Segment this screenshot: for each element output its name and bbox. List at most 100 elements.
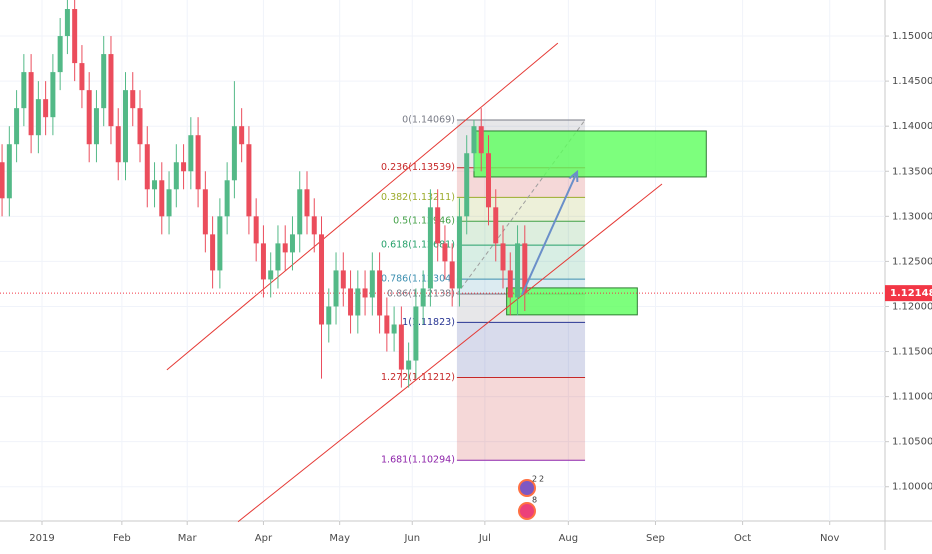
candle-body (43, 99, 49, 118)
y-tick-label: 1.13500 (892, 166, 932, 177)
candle-body (253, 216, 259, 244)
candle-body (333, 270, 339, 307)
candle-body (50, 72, 56, 118)
candle-body (485, 153, 491, 208)
y-tick-label: 1.10000 (892, 482, 932, 493)
fib-label: 0(1.14069) (402, 114, 455, 125)
fib-label: 1.272(1.11212) (381, 372, 455, 383)
trendline (166, 42, 559, 371)
y-tick-label: 1.12000 (892, 301, 932, 312)
candle-body (159, 180, 165, 217)
candle-body (507, 270, 513, 298)
x-tick-label: Aug (559, 533, 579, 544)
candle-body (348, 288, 354, 316)
trendline (237, 183, 663, 523)
candle-body (93, 108, 99, 145)
y-tick-label: 1.12500 (892, 256, 932, 267)
y-tick-label: 1.14500 (892, 76, 932, 87)
candle-body (456, 216, 462, 289)
y-tick-label: 1.13000 (892, 211, 932, 222)
candle-body (35, 99, 41, 136)
y-tick-label: 1.11500 (892, 347, 932, 358)
fib-label: 1.681(1.10294) (381, 455, 455, 466)
y-tick-label: 1.10500 (892, 437, 932, 448)
candle-body (86, 90, 92, 145)
candle-body (442, 243, 448, 262)
fib-label: 0.5(1.12946) (393, 216, 455, 227)
candle-body (137, 108, 143, 145)
candle-body (260, 243, 266, 280)
candle-body (195, 135, 201, 190)
x-tick-label: Jul (478, 533, 491, 544)
candle-body (188, 135, 194, 172)
fib-band (456, 221, 586, 246)
candle-body (210, 234, 216, 271)
event-icon (518, 479, 536, 497)
candle-body (471, 126, 477, 154)
x-tick-label: Oct (734, 533, 751, 544)
fib-label: 0.618(1.12681) (381, 240, 455, 251)
candle-body (166, 189, 172, 217)
candle-body (108, 54, 114, 127)
candle-body (515, 243, 521, 298)
candle-body (326, 306, 332, 325)
candle-body (181, 162, 187, 172)
x-tick-label: Apr (255, 533, 273, 544)
fib-trend (456, 119, 586, 295)
candle-body (449, 261, 455, 289)
candle-body (413, 306, 419, 361)
candle-body (144, 144, 150, 190)
arrow (520, 171, 578, 296)
x-tick-label: Nov (820, 533, 840, 544)
fib-band (456, 377, 586, 461)
candle-body (464, 153, 470, 217)
candle-body (362, 288, 368, 298)
candle-body (304, 189, 310, 217)
candle-body (522, 243, 528, 294)
candle-body (130, 90, 136, 109)
event-icon (518, 502, 536, 520)
candle-body (311, 216, 317, 235)
candle-body (406, 360, 412, 370)
candle-body (282, 243, 288, 253)
candle-body (369, 270, 375, 298)
candle-body (217, 216, 223, 271)
fib-label: 1(1.11823) (402, 317, 455, 328)
zone (473, 130, 707, 178)
arrow-head (568, 169, 579, 183)
candle-body (289, 234, 295, 253)
candle-body (268, 270, 274, 280)
fib-label: 0.786(1.12304) (381, 274, 455, 285)
candle-body (340, 270, 346, 289)
fib-label: 0.382(1.13211) (381, 192, 455, 203)
x-tick-label: Mar (178, 533, 198, 544)
y-tick-label: 1.14000 (892, 121, 932, 132)
fib-band (456, 322, 586, 378)
y-tick-label: 1.11000 (892, 392, 932, 403)
x-tick-label: 2019 (29, 533, 54, 544)
candle-body (246, 144, 252, 217)
candle-body (435, 207, 441, 244)
candle-body (478, 126, 484, 154)
candle-body (202, 189, 208, 235)
candle-body (64, 9, 70, 37)
x-tick-label: Jun (403, 533, 420, 544)
last-price-label: 1.12148 (890, 288, 932, 299)
fib-band (456, 245, 586, 280)
y-tick-label: 1.15000 (892, 31, 932, 42)
last-price-tag (885, 285, 932, 302)
x-tick-label: May (329, 533, 350, 544)
candle-body (427, 207, 433, 289)
candle-body (319, 234, 325, 325)
fib-band (456, 197, 586, 222)
candle-body (420, 288, 426, 307)
candle-body (6, 144, 12, 199)
candle-body (384, 315, 390, 334)
x-tick-label: Sep (646, 533, 665, 544)
x-tick-label: Feb (113, 533, 131, 544)
candle-body (500, 243, 506, 271)
event-count: 2 (532, 475, 537, 484)
candle-body (231, 126, 237, 181)
candle-body (224, 180, 230, 217)
